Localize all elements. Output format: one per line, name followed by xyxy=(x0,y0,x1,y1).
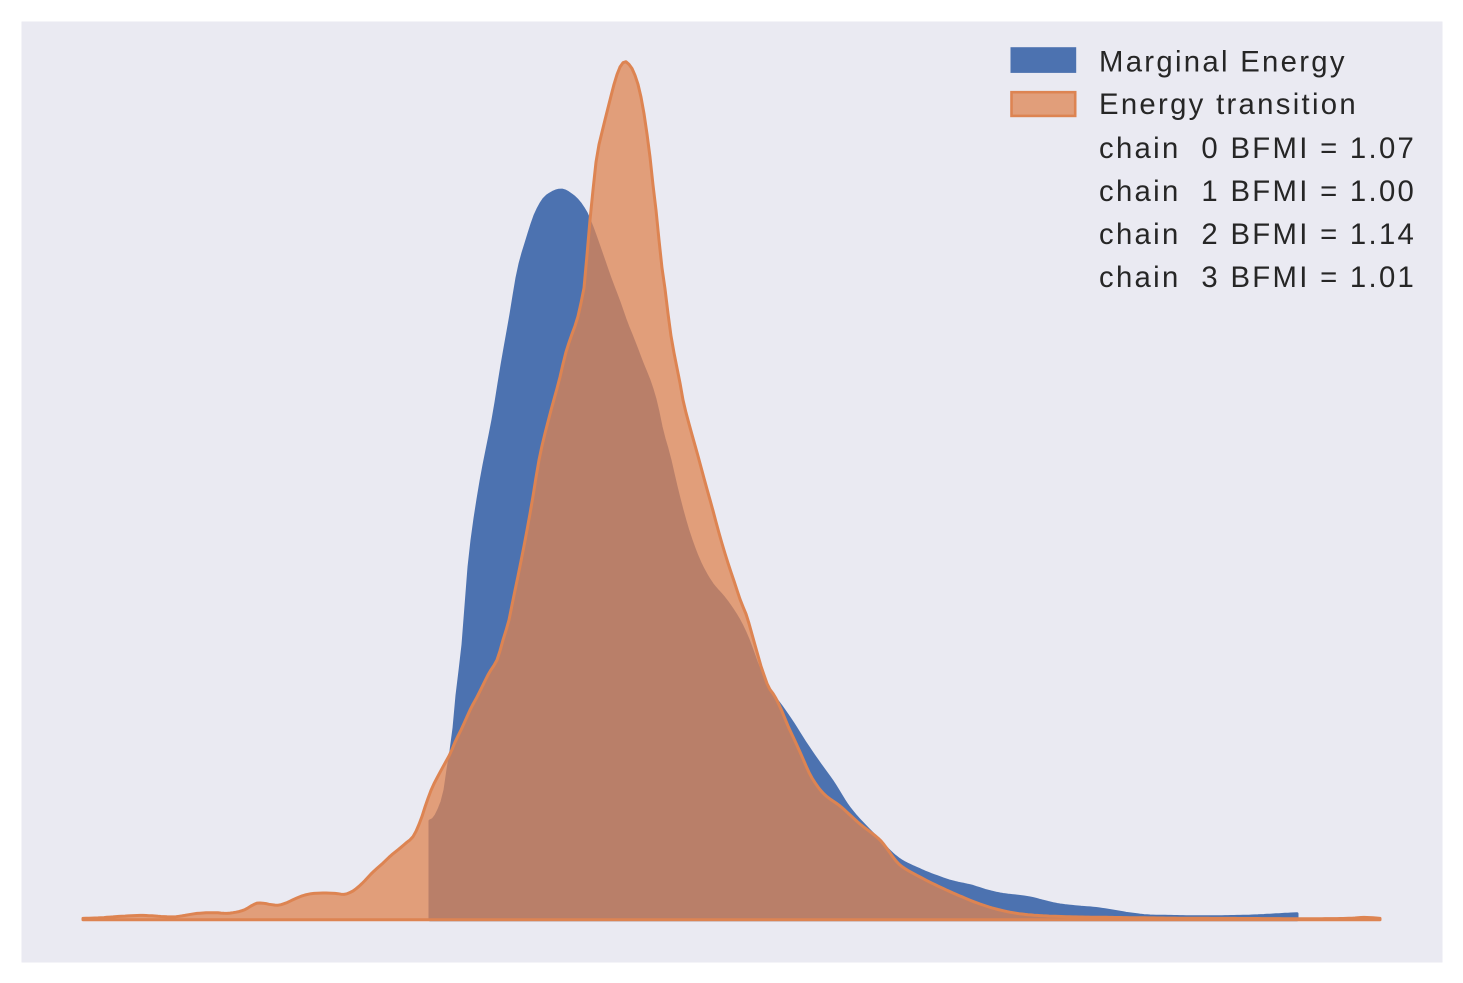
svg-text:chain 0 BFMI = 1.07: chain 0 BFMI = 1.07 xyxy=(1099,132,1416,165)
svg-text:chain 2 BFMI = 1.14: chain 2 BFMI = 1.14 xyxy=(1099,218,1416,251)
svg-text:chain 3 BFMI = 1.01: chain 3 BFMI = 1.01 xyxy=(1099,261,1416,294)
svg-text:Energy transition: Energy transition xyxy=(1099,88,1358,121)
svg-text:Marginal Energy: Marginal Energy xyxy=(1099,45,1347,78)
svg-text:chain 1 BFMI = 1.00: chain 1 BFMI = 1.00 xyxy=(1099,175,1416,208)
